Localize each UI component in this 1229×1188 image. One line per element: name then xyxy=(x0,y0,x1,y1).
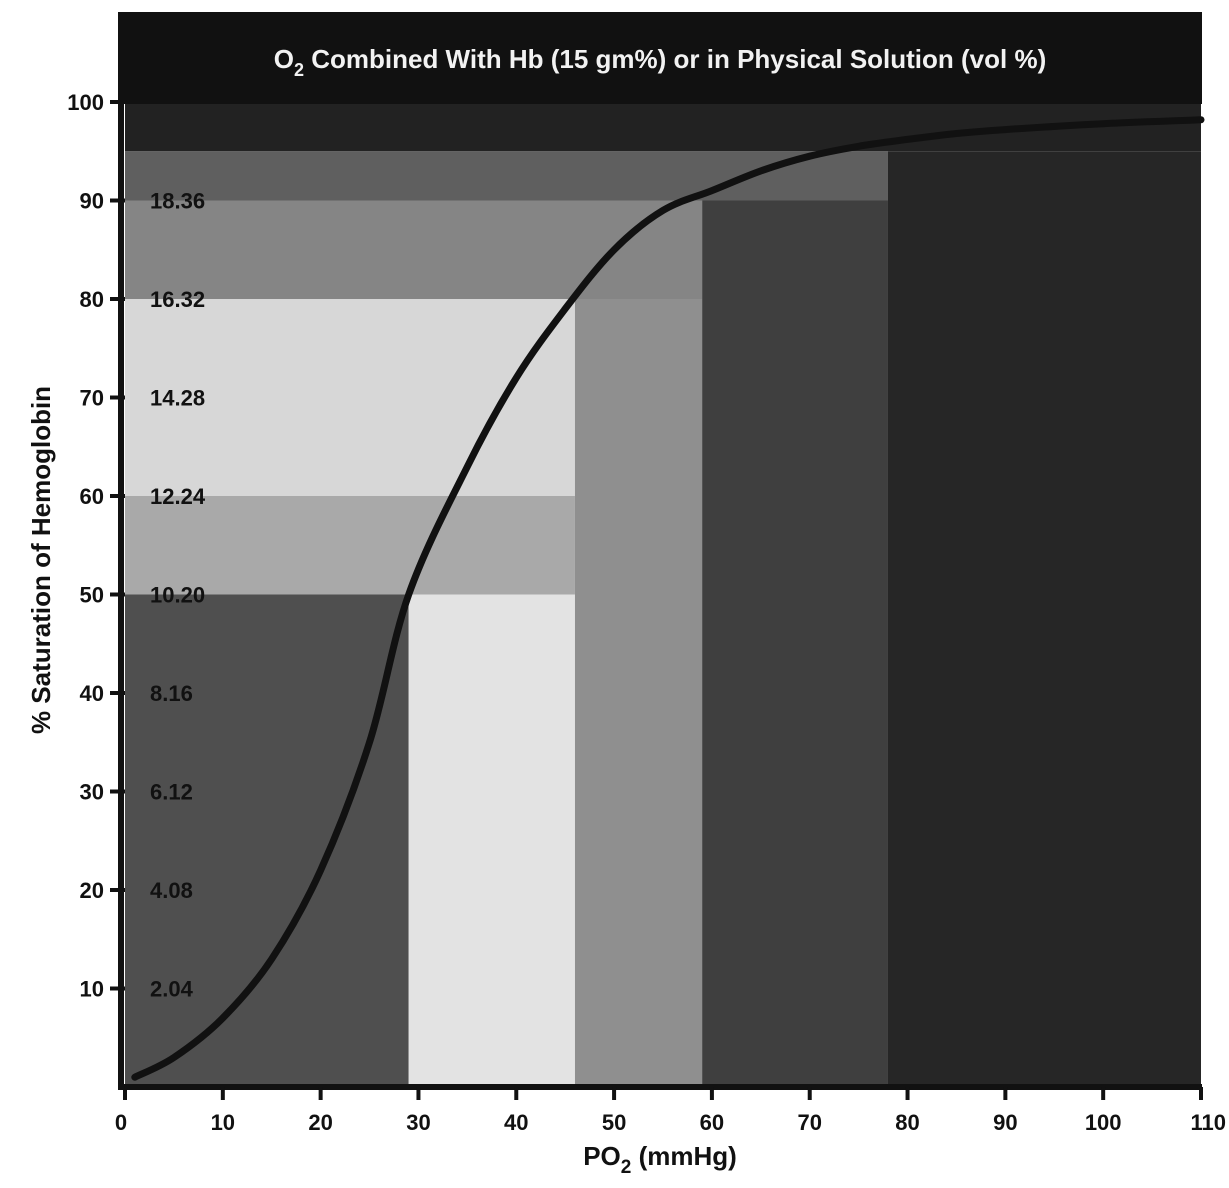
y-tick-label: 40 xyxy=(80,681,104,706)
y-axis-ticks: 10 20 30 40 50 60 70 80 90 100 xyxy=(67,90,125,1002)
y-tick-label: 50 xyxy=(80,583,104,608)
x-axis-title: PO2 (mmHg) xyxy=(583,1141,737,1178)
o2-content-label: 14.28 xyxy=(150,386,205,411)
background-zone-3 xyxy=(125,299,575,496)
y-axis-title: % Saturation of Hemoglobin xyxy=(26,386,56,734)
y-tick-label: 70 xyxy=(80,386,104,411)
x-tick-label: 30 xyxy=(406,1110,430,1135)
y-tick-label: 100 xyxy=(67,90,104,115)
o2-content-labels: 2.04 4.08 6.12 8.16 10.20 12.24 14.28 16.32 18.3… xyxy=(150,189,206,1002)
chart-title-subscript: 2 xyxy=(294,60,304,80)
x-axis-ticks: 0 10 20 30 40 50 60 70 80 90 100 110 xyxy=(115,1087,1226,1135)
x-tick-label: 90 xyxy=(993,1110,1017,1135)
x-tick-label: 20 xyxy=(308,1110,332,1135)
x-tick-label: 40 xyxy=(504,1110,528,1135)
chart-title-rest: Combined With Hb (15 gm%) or in Physical… xyxy=(304,44,1046,74)
x-axis-title-subscript: 2 xyxy=(621,1157,632,1178)
o2-content-label: 6.12 xyxy=(150,780,193,805)
x-axis-title-rest: (mmHg) xyxy=(631,1141,736,1171)
x-tick-label: 110 xyxy=(1191,1110,1227,1135)
y-tick-label: 30 xyxy=(80,780,104,805)
x-tick-label: 100 xyxy=(1085,1110,1122,1135)
y-tick-label: 60 xyxy=(80,484,104,509)
o2-content-label: 4.08 xyxy=(150,878,193,903)
title-band xyxy=(122,12,1202,104)
x-tick-label: 10 xyxy=(211,1110,235,1135)
y-tick-label: 10 xyxy=(80,977,104,1002)
o2-content-label: 18.36 xyxy=(150,189,205,214)
background-zone-4 xyxy=(125,200,703,299)
background-zones xyxy=(125,102,1201,1087)
saturation-curve xyxy=(131,116,1205,1081)
background-zone-5 xyxy=(125,151,888,201)
o2-content-label: 2.04 xyxy=(150,977,194,1002)
background-zone-6 xyxy=(408,594,575,1087)
x-axis-title-main: PO xyxy=(583,1141,621,1171)
x-tick-label: 0 xyxy=(115,1110,127,1135)
y-tick-label: 80 xyxy=(80,287,104,312)
chart-title-o: O xyxy=(274,44,294,74)
chart-title: O2 Combined With Hb (15 gm%) or in Physi… xyxy=(274,44,1047,80)
x-tick-label: 80 xyxy=(895,1110,919,1135)
background-zone-2 xyxy=(125,496,575,595)
background-zone-8 xyxy=(702,200,888,1087)
background-zone-7 xyxy=(574,299,703,1087)
o2-content-label: 10.20 xyxy=(150,583,205,608)
x-tick-label: 70 xyxy=(797,1110,821,1135)
y-tick-label: 20 xyxy=(80,878,104,903)
o2-content-label: 8.16 xyxy=(150,681,193,706)
background-zone-1 xyxy=(125,594,409,1087)
x-tick-label: 50 xyxy=(602,1110,626,1135)
x-tick-label: 60 xyxy=(700,1110,724,1135)
o2-content-label: 16.32 xyxy=(150,287,205,312)
o2-content-label: 12.24 xyxy=(150,484,206,509)
y-tick-label: 90 xyxy=(80,189,104,214)
background-zone-9 xyxy=(887,151,1201,1087)
